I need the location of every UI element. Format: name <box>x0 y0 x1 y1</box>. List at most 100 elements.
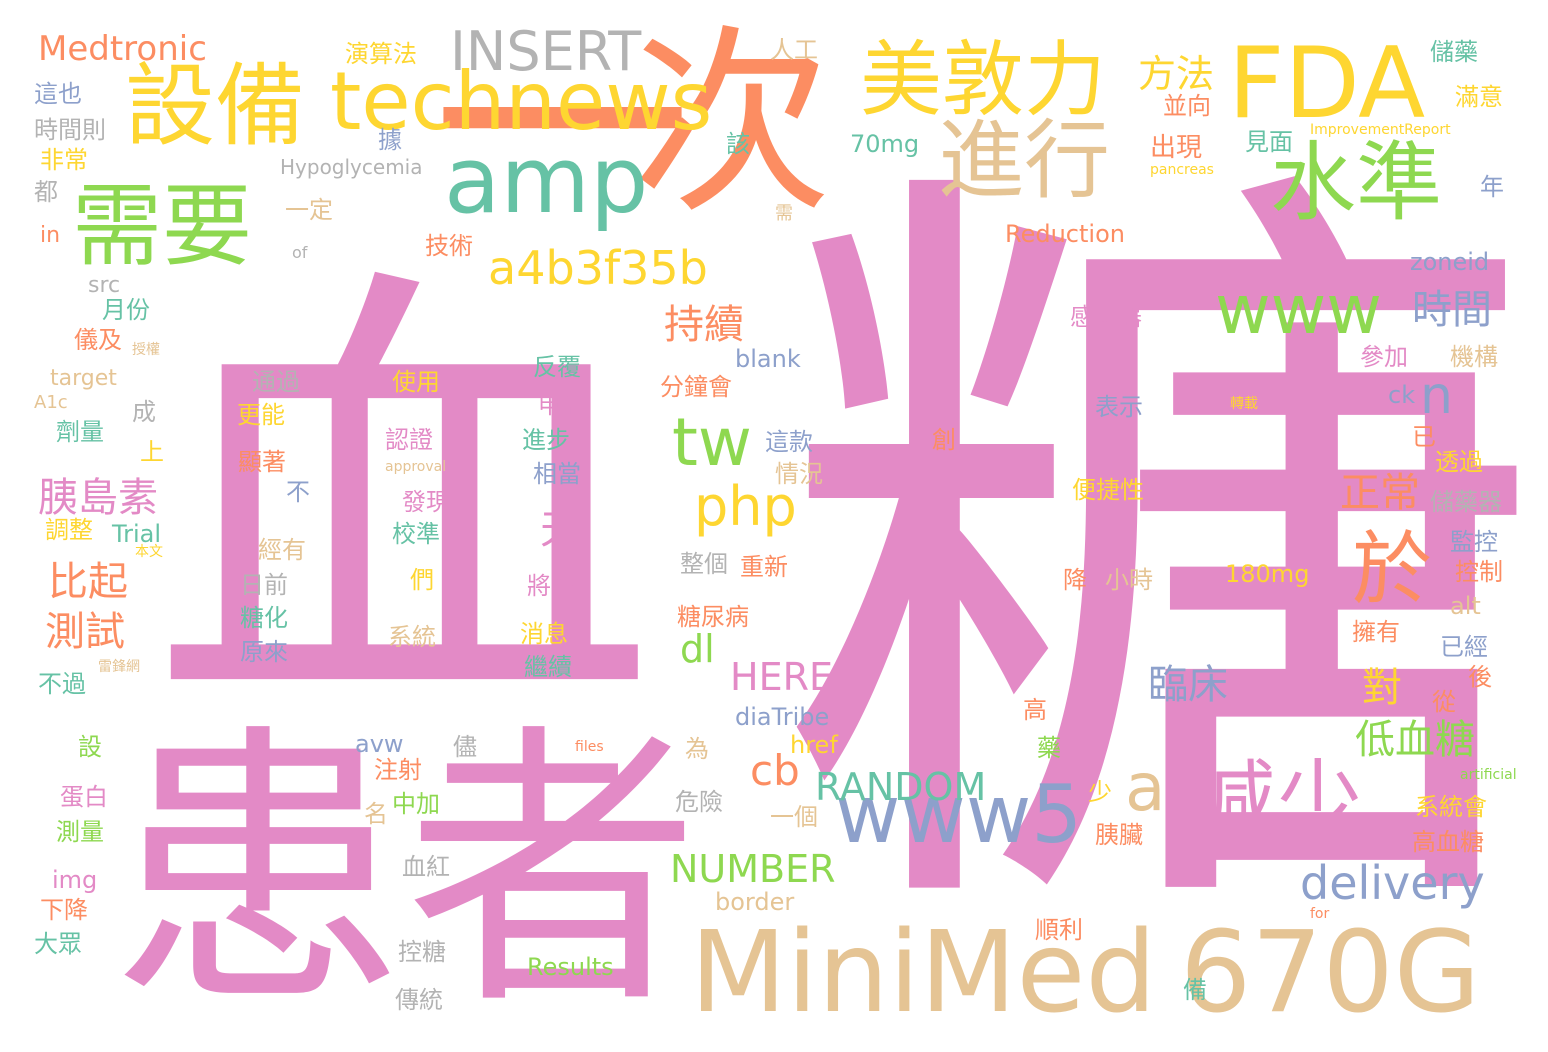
word-manyi: 滿意 <box>1455 83 1503 111</box>
word-weixian: 危險 <box>675 788 723 816</box>
word-yizang: 胰臟 <box>1095 821 1143 849</box>
word-php: php <box>694 475 797 538</box>
word-ci: 次 <box>632 8 833 241</box>
word-faxian: 發現 <box>402 488 450 516</box>
word-cheng: 成 <box>132 398 156 426</box>
word-yiding: 一定 <box>285 196 333 224</box>
word-70mg: 70mg <box>850 130 920 158</box>
word-biaoshi: 表示 <box>1095 393 1143 421</box>
word-fenzhonghui: 分鐘會 <box>660 373 732 401</box>
word-bingxiang: 並向 <box>1163 92 1211 120</box>
word-chuxian: 出現 <box>1150 133 1203 163</box>
word-alt: alt <box>1450 592 1481 620</box>
word-meidunli: 美敦力 <box>860 33 1107 128</box>
word-insert: INSERT <box>450 20 642 83</box>
word-jianshao: 減少 <box>1190 751 1362 851</box>
word-src: src <box>88 273 121 298</box>
word-in: in <box>40 223 61 248</box>
word-180mg: 180mg <box>1225 560 1310 588</box>
word-jin: 儘 <box>453 733 477 761</box>
word-shang: 上 <box>140 438 164 466</box>
word-zhengchang: 正常 <box>1340 470 1420 516</box>
word-xiajiang: 下降 <box>40 896 88 924</box>
word-a: a <box>1125 749 1166 826</box>
word-jigou: 機構 <box>1450 343 1498 371</box>
word-avw: avw <box>355 730 404 758</box>
word-kongtang: 控糖 <box>398 938 446 966</box>
word-yijing: 已經 <box>1440 633 1488 661</box>
word-tangniaobing: 糖尿病 <box>677 603 749 631</box>
word-yu: 於 <box>1352 523 1432 616</box>
word-ju: 據 <box>378 126 402 154</box>
word-men: 們 <box>410 566 434 594</box>
word-xiaoxi: 消息 <box>520 620 568 648</box>
word-jiang: 降 <box>1063 566 1087 594</box>
word-jiliang: 劑量 <box>56 418 104 446</box>
word-wei: 為 <box>685 735 709 763</box>
word-gai: 該 <box>726 130 750 158</box>
word-xu: 需 <box>775 203 793 224</box>
word-she: 設 <box>78 733 102 761</box>
word-reduction: Reduction <box>1005 220 1125 248</box>
word-danbai: 蛋白 <box>60 783 108 811</box>
word-rengong: 人工 <box>770 36 818 64</box>
word-feichang: 非常 <box>40 146 88 174</box>
word-shunli: 順利 <box>1035 916 1083 944</box>
word-riqian: 日前 <box>240 571 288 599</box>
word-yidaosu: 胰島素 <box>38 475 158 521</box>
word-n: n <box>1420 366 1453 426</box>
word-biqi: 比起 <box>48 559 128 605</box>
word-benwen: 本文 <box>135 544 163 560</box>
word-shouquan: 授權 <box>132 342 160 358</box>
word-trial: Trial <box>112 520 162 548</box>
word-minimed: MiniMed <box>690 908 1157 1038</box>
word-dl: dl <box>680 627 715 671</box>
word-xue: 血 <box>150 231 658 778</box>
word-xuehong: 血紅 <box>402 853 450 881</box>
word-celiang: 測量 <box>56 818 104 846</box>
word-random: RANDOM <box>815 765 987 809</box>
word-gancieqi: 感測器 <box>1070 303 1142 331</box>
word-files: files <box>575 739 604 755</box>
word-xianzhu: 顯著 <box>238 448 286 476</box>
word-gengneng: 更能 <box>237 401 285 429</box>
word-kongzhi: 控制 <box>1455 558 1503 586</box>
word-ck: ck <box>1388 381 1416 409</box>
word-tanghua: 糖化 <box>240 604 288 632</box>
word-zhuanzai: 轉載 <box>1230 396 1258 412</box>
word-tw: tw <box>672 404 752 481</box>
word-shijianze: 時間則 <box>34 116 106 144</box>
word-zhekuan: 這款 <box>765 428 813 456</box>
word-dazhong: 大眾 <box>34 930 82 958</box>
word-shijian: 時間 <box>1412 287 1492 333</box>
word-tian: 天 <box>540 507 580 553</box>
word-buguo: 不過 <box>38 670 86 698</box>
word-ceshi: 測試 <box>45 609 125 655</box>
word-href: href <box>790 731 838 759</box>
word-yongyou: 擁有 <box>1352 618 1400 646</box>
word-chuyaoqi: 儲藥器 <box>1430 488 1502 516</box>
word-number: NUMBER <box>670 847 836 891</box>
word-zoneid: zoneid <box>1410 248 1490 276</box>
word-hou: 後 <box>1468 663 1492 691</box>
word-dou: 都 <box>34 178 58 206</box>
word-qingkuang: 情況 <box>775 460 823 488</box>
word-jiankong: 監控 <box>1450 528 1498 556</box>
word-yiji: 儀及 <box>74 326 122 354</box>
word-medtronic: Medtronic <box>38 29 207 69</box>
word-jianmian: 見面 <box>1245 128 1293 156</box>
word-shuizhun: 水準 <box>1270 133 1442 233</box>
word-diatribe: diaTribe <box>735 703 830 731</box>
word-cb: cb <box>750 746 800 795</box>
word-improvementreport: ImprovementReport <box>1310 122 1451 138</box>
word-delivery: delivery <box>1300 856 1485 910</box>
word-ming: 名 <box>364 800 388 828</box>
word-chixu: 持續 <box>664 302 744 348</box>
word-bianjiexing: 便捷性 <box>1072 476 1144 504</box>
word-zhongjia: 中加 <box>392 790 440 818</box>
word-shebei: 設備 <box>125 54 305 159</box>
word-jishu: 技術 <box>425 232 473 260</box>
word-yuefen: 月份 <box>102 296 150 324</box>
word-pancreas: pancreas <box>1150 162 1214 178</box>
word-670g: 670G <box>1180 908 1481 1038</box>
